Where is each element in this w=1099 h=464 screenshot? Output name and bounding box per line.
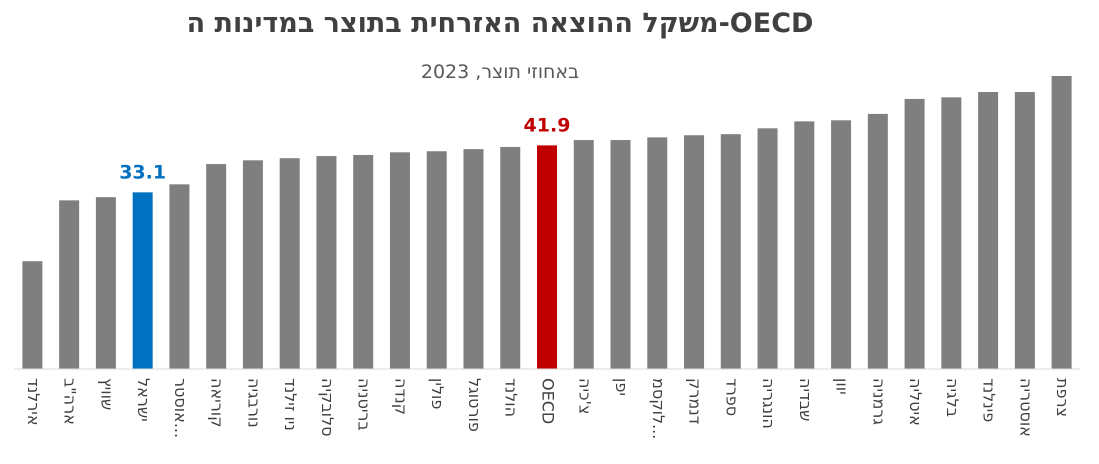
x-tick-label: נורבגיה	[244, 378, 263, 428]
bar	[426, 151, 447, 369]
x-tick-label: שוויץ	[97, 378, 116, 410]
bar	[132, 192, 153, 369]
bar	[684, 135, 705, 369]
bar	[757, 128, 778, 369]
bar	[720, 134, 741, 369]
bar	[1051, 76, 1072, 369]
x-tick-label: צרפת	[1053, 378, 1072, 417]
bar	[500, 146, 521, 369]
value-label: 33.1	[119, 161, 166, 183]
bar	[389, 152, 410, 369]
chart-title: משקל ההוצאה האזרחית בתוצר במדינות ה-OECD	[187, 8, 814, 39]
bar	[941, 97, 962, 370]
x-tick-label: שבדיה	[796, 378, 815, 421]
x-tick-label: בלגיה	[943, 378, 962, 417]
bar	[610, 140, 631, 369]
x-tick-label: OECD	[539, 378, 558, 424]
x-tick-label: ארה"ב	[61, 378, 80, 425]
bar	[22, 261, 43, 369]
bar	[242, 160, 263, 369]
value-label: 41.9	[524, 114, 571, 136]
x-tick-label: יפן	[612, 378, 631, 396]
x-tick-label: צ'כיה	[575, 378, 594, 414]
x-tick-label: הולנד	[502, 378, 521, 417]
bar	[279, 158, 300, 369]
bar	[573, 140, 594, 369]
x-tick-label: קוריאה	[208, 378, 227, 427]
bar	[978, 92, 999, 369]
x-tick-label: אוסטריה	[1016, 378, 1035, 437]
bar	[206, 164, 227, 369]
x-tick-label: פינלנד	[980, 378, 999, 422]
x-tick-label: לוקסמ...	[649, 378, 668, 439]
bar	[95, 197, 116, 369]
x-tick-label: פולין	[428, 378, 447, 409]
x-tick-label: איטליה	[906, 378, 925, 426]
bar	[904, 98, 925, 369]
bar	[353, 154, 374, 369]
x-tick-label: קנדה	[391, 378, 410, 415]
bar	[316, 156, 337, 369]
x-tick-label: דנמרק	[686, 378, 705, 425]
x-tick-label: הונגריה	[759, 378, 778, 429]
x-tick-label: גרמניה	[869, 378, 888, 425]
bar	[831, 120, 852, 369]
x-tick-label: אירלנד	[24, 378, 43, 426]
bar	[794, 121, 815, 370]
x-tick-label: ישראל	[134, 378, 153, 422]
bar	[463, 149, 484, 369]
x-tick-label: פורטוגל	[465, 378, 484, 432]
x-tick-label: סלובקיה	[318, 378, 337, 436]
bar	[537, 145, 557, 369]
bar	[647, 137, 668, 369]
x-tick-label: ניו זילנד	[281, 378, 300, 431]
chart-subtitle: באחוזי תוצר, 2023	[421, 61, 579, 83]
bar	[1014, 92, 1035, 369]
bar	[59, 200, 80, 369]
bar	[169, 184, 190, 369]
x-tick-label: אוסטר...	[171, 378, 190, 438]
x-tick-label: יוון	[833, 378, 852, 395]
bar	[867, 113, 888, 369]
x-tick-label: ספרד	[722, 378, 741, 416]
x-tick-label: בריטניה	[355, 378, 374, 431]
